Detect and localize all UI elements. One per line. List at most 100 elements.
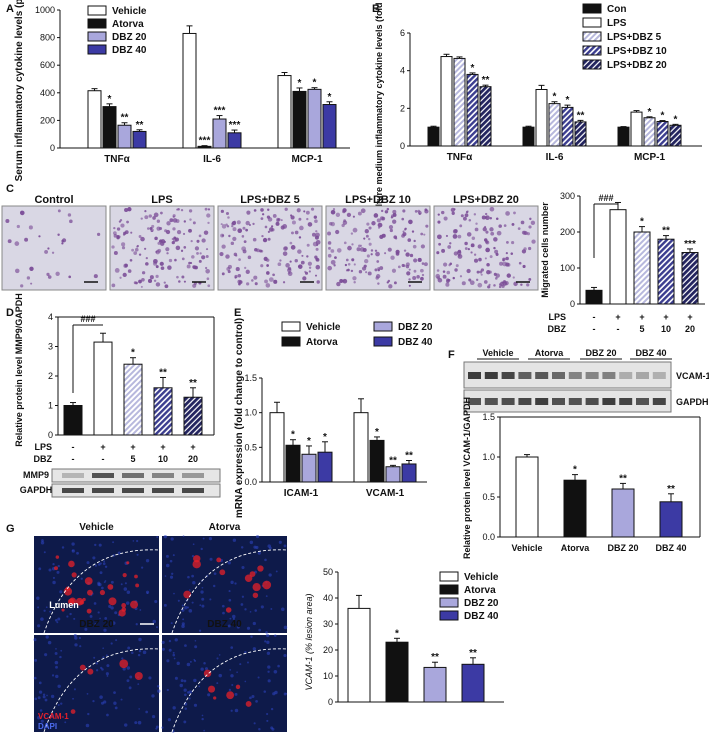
cell-dot	[494, 249, 499, 254]
cell-dot	[298, 217, 302, 221]
blot-band	[602, 398, 616, 405]
cell-dot	[384, 210, 389, 214]
cell-dot	[452, 276, 455, 280]
nucleus-dot	[203, 729, 206, 732]
cell-dot	[513, 211, 516, 215]
vcam-signal	[134, 574, 138, 579]
cell-dot	[436, 234, 442, 240]
cell-dot	[271, 228, 275, 232]
nucleus-dot	[229, 668, 232, 671]
nucleus-dot	[277, 664, 280, 668]
cell-dot	[155, 250, 158, 253]
nucleus-dot	[268, 546, 272, 550]
nucleus-dot	[94, 543, 97, 547]
nucleus-dot	[69, 612, 72, 616]
blot-band	[535, 372, 549, 379]
y-tick-label: 1000	[35, 5, 55, 15]
nucleus-dot	[166, 659, 170, 663]
cell-dot	[297, 265, 301, 268]
cell-dot	[529, 217, 532, 221]
row-value: +	[639, 312, 644, 322]
x-category-label: Vehicle	[511, 543, 542, 553]
cell-dot	[253, 209, 257, 212]
cell-dot	[367, 237, 371, 241]
nucleus-dot	[186, 662, 191, 667]
nucleus-dot	[201, 717, 204, 721]
nucleus-dot	[265, 595, 268, 598]
nucleus-dot	[49, 610, 52, 613]
cell-dot	[153, 212, 159, 218]
nucleus-dot	[232, 617, 235, 620]
blot-label: VCAM-1	[676, 371, 709, 381]
vcam-signal	[119, 659, 129, 669]
nucleus-dot	[73, 617, 76, 620]
blot-band	[484, 398, 498, 405]
cell-dot	[121, 246, 126, 250]
significance-label: *	[298, 78, 302, 89]
nucleus-dot	[101, 586, 104, 590]
panel-letter: B	[372, 3, 380, 15]
cell-dot	[436, 269, 440, 272]
cell-dot	[231, 225, 234, 228]
y-axis-label: VCAM-1 (% lesion area)	[304, 593, 314, 690]
bar	[123, 363, 143, 436]
vcam-signal	[61, 608, 65, 612]
nucleus-dot	[239, 663, 242, 666]
cell-dot	[495, 277, 498, 280]
nucleus-dot	[192, 543, 195, 546]
bar	[369, 439, 385, 483]
cell-dot	[370, 249, 374, 252]
row-value: 20	[188, 454, 198, 464]
cell-dot	[368, 226, 372, 230]
y-tick-label: 200	[560, 227, 575, 237]
cell-dot	[449, 242, 452, 245]
legend-label: DBZ 40	[112, 45, 147, 56]
nucleus-dot	[186, 606, 190, 609]
cell-dot	[111, 245, 115, 249]
significance-label: **	[431, 652, 439, 663]
vcam-signal	[121, 607, 127, 612]
cell-dot	[327, 241, 332, 245]
cell-dot	[221, 224, 227, 229]
nucleus-dot	[264, 558, 267, 562]
row-label: DBZ	[548, 324, 567, 334]
y-tick-label: 400	[40, 88, 55, 98]
bar	[423, 666, 447, 703]
cell-dot	[376, 218, 381, 223]
cell-dot	[308, 270, 311, 273]
significance-label: *	[640, 217, 644, 228]
nucleus-dot	[280, 607, 285, 612]
nucleus-dot	[132, 540, 135, 542]
cell-dot	[408, 219, 413, 225]
cell-dot	[61, 242, 64, 245]
nucleus-dot	[213, 572, 217, 576]
vcam-signal	[207, 685, 216, 693]
cell-dot	[206, 277, 210, 281]
vcam-signal	[134, 672, 143, 681]
cell-dot	[377, 226, 381, 229]
nucleus-dot	[227, 624, 231, 628]
cell-dot	[284, 246, 288, 251]
bar	[630, 111, 643, 147]
cell-dot	[493, 237, 498, 242]
significance-label: **	[667, 484, 675, 495]
nucleus-dot	[52, 576, 56, 579]
cell-dot	[192, 265, 197, 270]
cell-dot	[148, 214, 152, 218]
cell-dot	[207, 284, 211, 288]
y-tick-label: 2	[48, 371, 53, 381]
cell-dot	[392, 219, 397, 224]
cell-dot	[327, 265, 333, 271]
cell-dot	[189, 218, 192, 221]
nucleus-dot	[181, 604, 184, 607]
vcam-signal	[75, 597, 84, 606]
nucleus-dot	[137, 653, 141, 657]
nucleus-dot	[274, 634, 277, 637]
nucleus-dot	[73, 688, 76, 691]
cell-dot	[205, 268, 210, 274]
nucleus-dot	[106, 664, 110, 668]
cell-dot	[327, 231, 332, 236]
nucleus-dot	[194, 645, 198, 649]
cell-dot	[468, 278, 472, 282]
cell-dot	[297, 249, 302, 254]
